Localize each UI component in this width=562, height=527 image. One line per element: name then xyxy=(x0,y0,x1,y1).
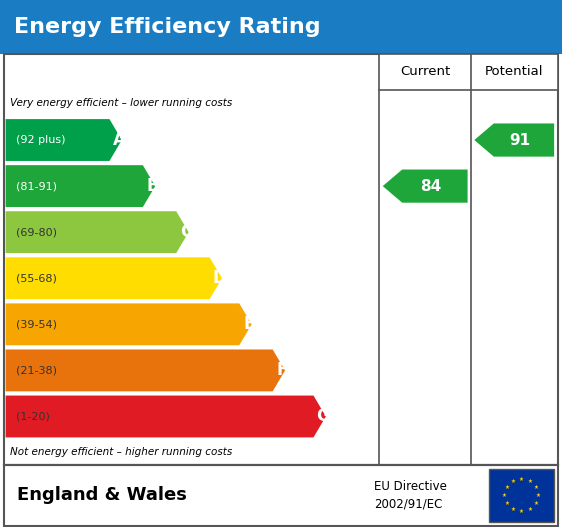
Polygon shape xyxy=(6,119,122,161)
Text: (81-91): (81-91) xyxy=(16,181,57,191)
Polygon shape xyxy=(6,211,189,253)
Polygon shape xyxy=(6,165,155,207)
Text: 84: 84 xyxy=(420,179,441,193)
Text: (21-38): (21-38) xyxy=(16,365,57,375)
Text: EU Directive
2002/91/EC: EU Directive 2002/91/EC xyxy=(374,480,447,511)
Text: G: G xyxy=(316,407,330,425)
Polygon shape xyxy=(6,257,222,299)
Text: ★: ★ xyxy=(536,493,541,498)
Text: E: E xyxy=(243,315,255,334)
Text: Current: Current xyxy=(400,65,450,78)
Text: B: B xyxy=(146,177,158,195)
Text: (55-68): (55-68) xyxy=(16,274,57,283)
Polygon shape xyxy=(6,304,252,345)
Bar xyxy=(4,54,558,465)
Polygon shape xyxy=(6,349,285,392)
Text: (69-80): (69-80) xyxy=(16,227,57,237)
Text: Not energy efficient – higher running costs: Not energy efficient – higher running co… xyxy=(10,447,232,457)
Text: ★: ★ xyxy=(502,493,507,498)
Text: ★: ★ xyxy=(504,485,509,490)
Text: ★: ★ xyxy=(504,501,509,506)
Text: ★: ★ xyxy=(519,509,524,514)
Text: (92 plus): (92 plus) xyxy=(16,135,65,145)
Text: (1-20): (1-20) xyxy=(16,412,49,422)
Polygon shape xyxy=(383,170,468,203)
Polygon shape xyxy=(474,123,554,157)
Text: ★: ★ xyxy=(510,506,515,512)
Bar xyxy=(379,54,558,90)
Polygon shape xyxy=(6,396,326,437)
Text: ★: ★ xyxy=(533,485,538,490)
Text: Energy Efficiency Rating: Energy Efficiency Rating xyxy=(14,17,321,37)
Text: D: D xyxy=(212,269,226,287)
Text: ★: ★ xyxy=(533,501,538,506)
Text: ★: ★ xyxy=(527,506,532,512)
Text: England & Wales: England & Wales xyxy=(17,486,187,504)
Text: C: C xyxy=(180,223,192,241)
Bar xyxy=(489,469,554,522)
Text: Very energy efficient – lower running costs: Very energy efficient – lower running co… xyxy=(10,99,232,108)
Text: A: A xyxy=(112,131,125,149)
Bar xyxy=(0,0,562,54)
Text: ★: ★ xyxy=(510,479,515,484)
Text: ★: ★ xyxy=(519,477,524,482)
Text: F: F xyxy=(277,362,288,379)
Text: 91: 91 xyxy=(509,132,531,148)
Bar xyxy=(4,465,558,526)
Text: ★: ★ xyxy=(527,479,532,484)
Text: Potential: Potential xyxy=(485,65,543,78)
Text: (39-54): (39-54) xyxy=(16,319,57,329)
